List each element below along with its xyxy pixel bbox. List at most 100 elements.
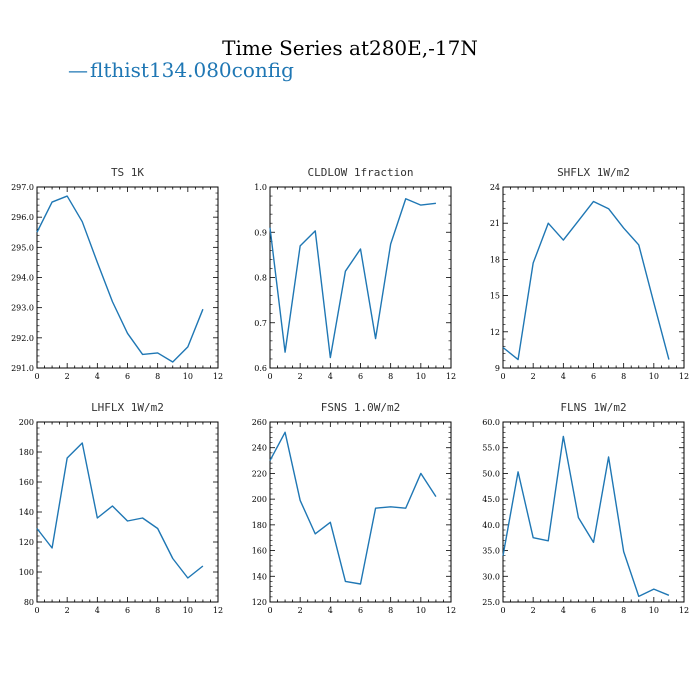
- y-tick-label: 120: [252, 598, 267, 607]
- y-tick-label: 295.0: [11, 243, 34, 252]
- y-tick-label: 120: [19, 538, 34, 547]
- chart-panel-5: FSNS 1.0W/m2 0 2 4 6 8 10 12 120 140 160 180 200 220 2…: [252, 401, 456, 615]
- x-tick-label: 10: [416, 372, 426, 381]
- y-tick-label: 60.0: [482, 418, 500, 427]
- y-tick-label: 140: [252, 572, 267, 581]
- y-tick-label: 15: [490, 292, 500, 301]
- y-tick-label: 160: [252, 547, 267, 556]
- y-tick-label: 25.0: [482, 598, 500, 607]
- x-tick-label: 6: [591, 372, 596, 381]
- series-line: [36, 442, 204, 579]
- y-tick-label: 180: [252, 521, 267, 530]
- y-tick-label: 292.0: [11, 334, 34, 343]
- y-tick-label: 30.0: [482, 572, 500, 581]
- x-tick-label: 10: [183, 372, 193, 381]
- y-tick-label: 80: [24, 598, 34, 607]
- y-tick-label: 297.0: [11, 183, 34, 192]
- y-tick-label: 21: [490, 219, 500, 228]
- y-tick-label: 55.0: [482, 444, 500, 453]
- y-tick-label: 24: [490, 183, 500, 192]
- y-tick-label: 40.0: [482, 521, 500, 530]
- y-tick-label: 0.7: [254, 319, 267, 328]
- x-tick-label: 10: [416, 606, 426, 615]
- x-tick-label: 2: [531, 372, 536, 381]
- y-tick-label: 12: [490, 328, 500, 337]
- x-tick-label: 2: [298, 372, 303, 381]
- x-tick-label: 8: [621, 606, 626, 615]
- x-tick-label: 0: [500, 372, 505, 381]
- plot-frame: [269, 421, 452, 603]
- panel-title: SHFLX 1W/m2: [557, 166, 630, 179]
- chart-panel-4: LHFLX 1W/m2 0 2 4 6 8 10 12 80 100 120 140 160 180 200: [19, 401, 223, 615]
- x-tick-label: 6: [358, 372, 363, 381]
- x-tick-label: 4: [95, 606, 100, 615]
- x-tick-label: 0: [267, 372, 272, 381]
- legend-label: flthist134.080config: [90, 58, 294, 82]
- chart-panels: TS 1K0 2 4 6 8 10 12291.0292.0293.0294.0295.02…: [11, 166, 689, 615]
- y-tick-label: 220: [252, 469, 267, 478]
- x-tick-label: 10: [649, 372, 659, 381]
- x-tick-label: 12: [213, 372, 223, 381]
- x-tick-label: 0: [34, 606, 39, 615]
- x-tick-label: 2: [298, 606, 303, 615]
- y-tick-label: 45.0: [482, 495, 500, 504]
- x-tick-label: 6: [125, 606, 130, 615]
- x-tick-label: 8: [155, 372, 160, 381]
- panel-title: TS 1K: [111, 166, 144, 179]
- x-tick-label: 4: [328, 372, 333, 381]
- series-line: [502, 200, 670, 361]
- panel-title: FSNS 1.0W/m2: [321, 401, 400, 414]
- panel-title: LHFLX 1W/m2: [91, 401, 164, 414]
- chart-panel-6: FLNS 1W/m2 0 2 4 6 8 10 12 25.0 30.0 35.0 40.0 45.0 5…: [482, 401, 689, 615]
- y-tick-label: 160: [19, 478, 34, 487]
- x-tick-label: 12: [446, 372, 456, 381]
- panel-title: CLDLOW 1fraction: [308, 166, 414, 179]
- series-line: [36, 195, 204, 363]
- x-tick-label: 8: [621, 372, 626, 381]
- plot-frame: [269, 186, 452, 369]
- x-tick-label: 0: [500, 606, 505, 615]
- x-tick-label: 12: [213, 606, 223, 615]
- legend-marker: —: [68, 58, 88, 82]
- x-tick-label: 8: [388, 606, 393, 615]
- x-tick-label: 8: [155, 606, 160, 615]
- y-tick-label: 50.0: [482, 469, 500, 478]
- x-tick-label: 0: [267, 606, 272, 615]
- x-tick-label: 6: [125, 372, 130, 381]
- y-tick-label: 296.0: [11, 213, 34, 222]
- figure-title: Time Series at280E,-17N: [222, 36, 478, 60]
- y-tick-label: 294.0: [11, 274, 34, 283]
- x-tick-label: 8: [388, 372, 393, 381]
- plot-frame: [502, 186, 685, 369]
- y-tick-label: 200: [252, 495, 267, 504]
- x-tick-label: 2: [65, 606, 70, 615]
- chart-panel-2: CLDLOW 1fraction 0 2 4 6 8 10 12 0.6 0.7 0.8 0.9 1.0: [254, 166, 456, 381]
- y-tick-label: 0.9: [254, 228, 267, 237]
- y-tick-label: 9: [495, 364, 500, 373]
- y-tick-label: 200: [19, 418, 34, 427]
- y-tick-label: 18: [490, 255, 500, 264]
- x-tick-label: 4: [328, 606, 333, 615]
- chart-panel-1: TS 1K 0 2 4 6 8 10 12 291.0 292.0 293.0 294.0 295.0 2…: [11, 166, 223, 381]
- y-tick-label: 35.0: [482, 547, 500, 556]
- x-tick-label: 4: [561, 372, 566, 381]
- x-tick-label: 6: [591, 606, 596, 615]
- x-tick-label: 10: [649, 606, 659, 615]
- panel-title: FLNS 1W/m2: [560, 401, 626, 414]
- x-tick-label: 4: [95, 372, 100, 381]
- y-tick-label: 293.0: [11, 304, 34, 313]
- legend: — flthist134.080config: [68, 58, 294, 82]
- x-tick-label: 6: [358, 606, 363, 615]
- y-tick-label: 260: [252, 418, 267, 427]
- series-line: [502, 435, 670, 598]
- x-tick-label: 2: [531, 606, 536, 615]
- x-tick-label: 12: [679, 606, 689, 615]
- series-line: [269, 198, 437, 359]
- y-tick-label: 1.0: [254, 183, 267, 192]
- y-tick-label: 291.0: [11, 364, 34, 373]
- y-tick-label: 0.6: [254, 364, 267, 373]
- y-tick-label: 240: [252, 444, 267, 453]
- x-tick-label: 0: [34, 372, 39, 381]
